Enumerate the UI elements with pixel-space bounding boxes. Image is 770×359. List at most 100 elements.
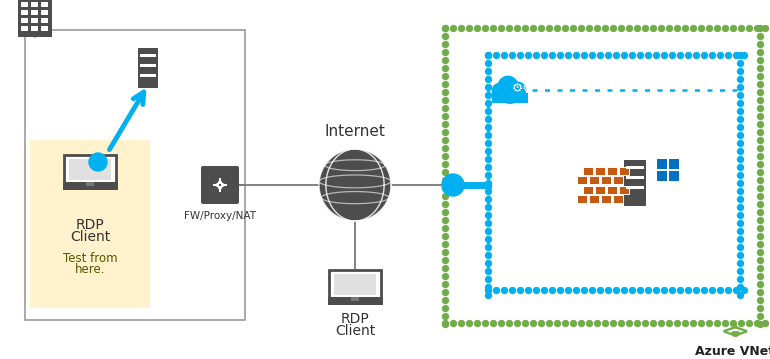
Point	[482, 212, 494, 218]
Text: Azure VNet: Azure VNet	[695, 345, 770, 358]
Point	[663, 320, 675, 326]
Point	[482, 156, 494, 162]
Point	[537, 287, 550, 293]
Point	[470, 320, 483, 326]
Point	[594, 287, 606, 293]
Point	[535, 320, 547, 326]
Point	[754, 145, 766, 151]
Point	[754, 273, 766, 279]
Point	[439, 289, 451, 295]
Point	[738, 287, 750, 293]
Point	[734, 276, 746, 282]
FancyBboxPatch shape	[582, 186, 593, 194]
Point	[439, 121, 451, 127]
Point	[754, 73, 766, 79]
Point	[671, 320, 683, 326]
Point	[591, 320, 603, 326]
Point	[470, 25, 483, 31]
Point	[754, 297, 766, 303]
Point	[734, 52, 746, 58]
Text: >: >	[731, 323, 749, 343]
FancyBboxPatch shape	[582, 167, 593, 174]
Point	[506, 287, 518, 293]
Point	[626, 287, 638, 293]
Point	[687, 25, 699, 31]
Text: Internet: Internet	[325, 124, 386, 139]
FancyBboxPatch shape	[618, 186, 629, 194]
Circle shape	[510, 81, 527, 98]
Point	[514, 287, 526, 293]
Point	[734, 68, 746, 74]
Point	[439, 281, 451, 287]
Point	[754, 89, 766, 95]
Text: Client: Client	[335, 324, 375, 338]
Point	[447, 320, 459, 326]
Point	[439, 49, 451, 55]
FancyBboxPatch shape	[140, 64, 156, 67]
Point	[439, 25, 451, 31]
Point	[698, 287, 710, 293]
FancyBboxPatch shape	[612, 176, 623, 184]
FancyBboxPatch shape	[626, 186, 644, 189]
Point	[482, 287, 494, 293]
Point	[439, 81, 451, 87]
Point	[759, 25, 770, 31]
Point	[743, 320, 755, 326]
FancyBboxPatch shape	[201, 166, 239, 204]
Point	[514, 52, 526, 58]
Point	[754, 193, 766, 199]
FancyBboxPatch shape	[669, 159, 679, 169]
Text: Client: Client	[70, 230, 110, 244]
Point	[511, 320, 523, 326]
Point	[439, 73, 451, 79]
Point	[482, 116, 494, 122]
Point	[639, 320, 651, 326]
Point	[754, 65, 766, 71]
Point	[734, 100, 746, 106]
Point	[666, 287, 678, 293]
Point	[607, 25, 619, 31]
FancyBboxPatch shape	[594, 186, 605, 194]
Point	[631, 320, 643, 326]
Point	[482, 52, 494, 58]
FancyBboxPatch shape	[62, 182, 118, 190]
Point	[535, 25, 547, 31]
Point	[658, 52, 670, 58]
Point	[482, 180, 494, 186]
Point	[447, 25, 459, 31]
Point	[647, 320, 659, 326]
Point	[439, 161, 451, 167]
Point	[631, 25, 643, 31]
Point	[439, 321, 451, 327]
Point	[734, 188, 746, 194]
Point	[754, 169, 766, 175]
Point	[674, 287, 686, 293]
FancyBboxPatch shape	[669, 171, 679, 181]
Point	[546, 287, 558, 293]
Point	[439, 313, 451, 319]
FancyBboxPatch shape	[334, 274, 377, 295]
Point	[439, 129, 451, 135]
Point	[734, 244, 746, 250]
Point	[734, 156, 746, 162]
Point	[734, 236, 746, 242]
Point	[482, 164, 494, 170]
Point	[734, 252, 746, 258]
FancyBboxPatch shape	[351, 297, 359, 300]
FancyBboxPatch shape	[588, 176, 599, 184]
Point	[734, 116, 746, 122]
FancyBboxPatch shape	[41, 18, 48, 23]
Point	[734, 204, 746, 210]
Point	[543, 25, 555, 31]
Point	[482, 196, 494, 202]
Point	[706, 287, 718, 293]
Point	[482, 284, 494, 290]
Point	[719, 320, 732, 326]
Point	[495, 25, 507, 31]
Point	[695, 320, 707, 326]
Point	[730, 287, 742, 293]
Point	[735, 25, 747, 31]
Point	[519, 320, 531, 326]
Point	[439, 97, 451, 103]
Point	[734, 92, 746, 98]
